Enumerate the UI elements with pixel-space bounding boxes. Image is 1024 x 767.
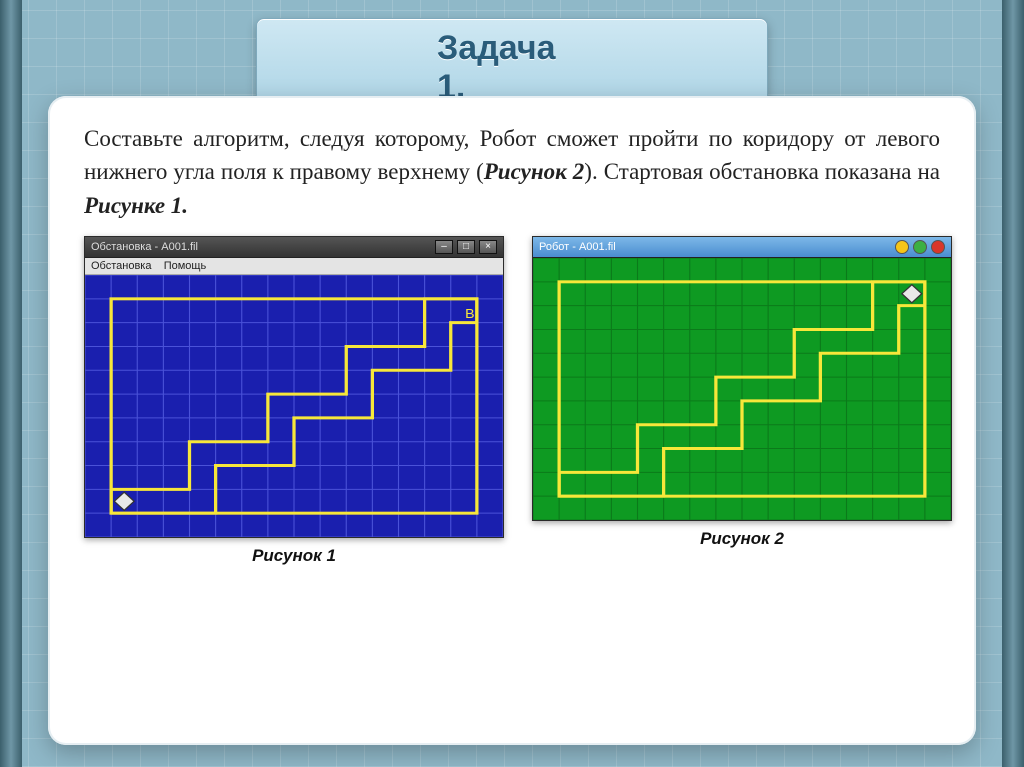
figure-right: Робот - A001.fil Рисунок 2	[532, 236, 952, 566]
content-card: Составьте алгоритм, следуя которому, Роб…	[48, 96, 976, 745]
close-button[interactable]: ×	[479, 240, 497, 254]
svg-text:B: B	[465, 306, 474, 320]
minimize-button[interactable]	[895, 240, 909, 254]
maximize-button[interactable]: □	[457, 240, 475, 254]
window-obstanovka: Обстановка - A001.fil – □ × Обстановка П…	[84, 236, 504, 538]
menu-item[interactable]: Обстановка	[91, 260, 151, 272]
grid-pane-green	[533, 258, 951, 520]
task-text: Составьте алгоритм, следуя которому, Роб…	[84, 122, 940, 222]
grid-pane-blue: B	[85, 275, 503, 537]
slide-edge-right	[1002, 0, 1024, 767]
menu-item[interactable]: Помощь	[164, 260, 207, 272]
minimize-button[interactable]: –	[435, 240, 453, 254]
figure-left: Обстановка - A001.fil – □ × Обстановка П…	[84, 236, 504, 566]
window-menubar: Обстановка Помощь	[85, 258, 503, 275]
slide-edge-left	[0, 0, 22, 767]
window-titlebar[interactable]: Обстановка - A001.fil – □ ×	[85, 237, 503, 258]
figures-row: Обстановка - A001.fil – □ × Обстановка П…	[84, 236, 940, 566]
window-titlebar[interactable]: Робот - A001.fil	[533, 237, 951, 258]
figure-caption: Рисунок 2	[700, 529, 784, 549]
maximize-button[interactable]	[913, 240, 927, 254]
window-robot: Робот - A001.fil	[532, 236, 952, 521]
figure-caption: Рисунок 1	[252, 546, 336, 566]
window-title: Обстановка - A001.fil	[91, 241, 198, 253]
close-button[interactable]	[931, 240, 945, 254]
window-title: Робот - A001.fil	[539, 241, 616, 253]
